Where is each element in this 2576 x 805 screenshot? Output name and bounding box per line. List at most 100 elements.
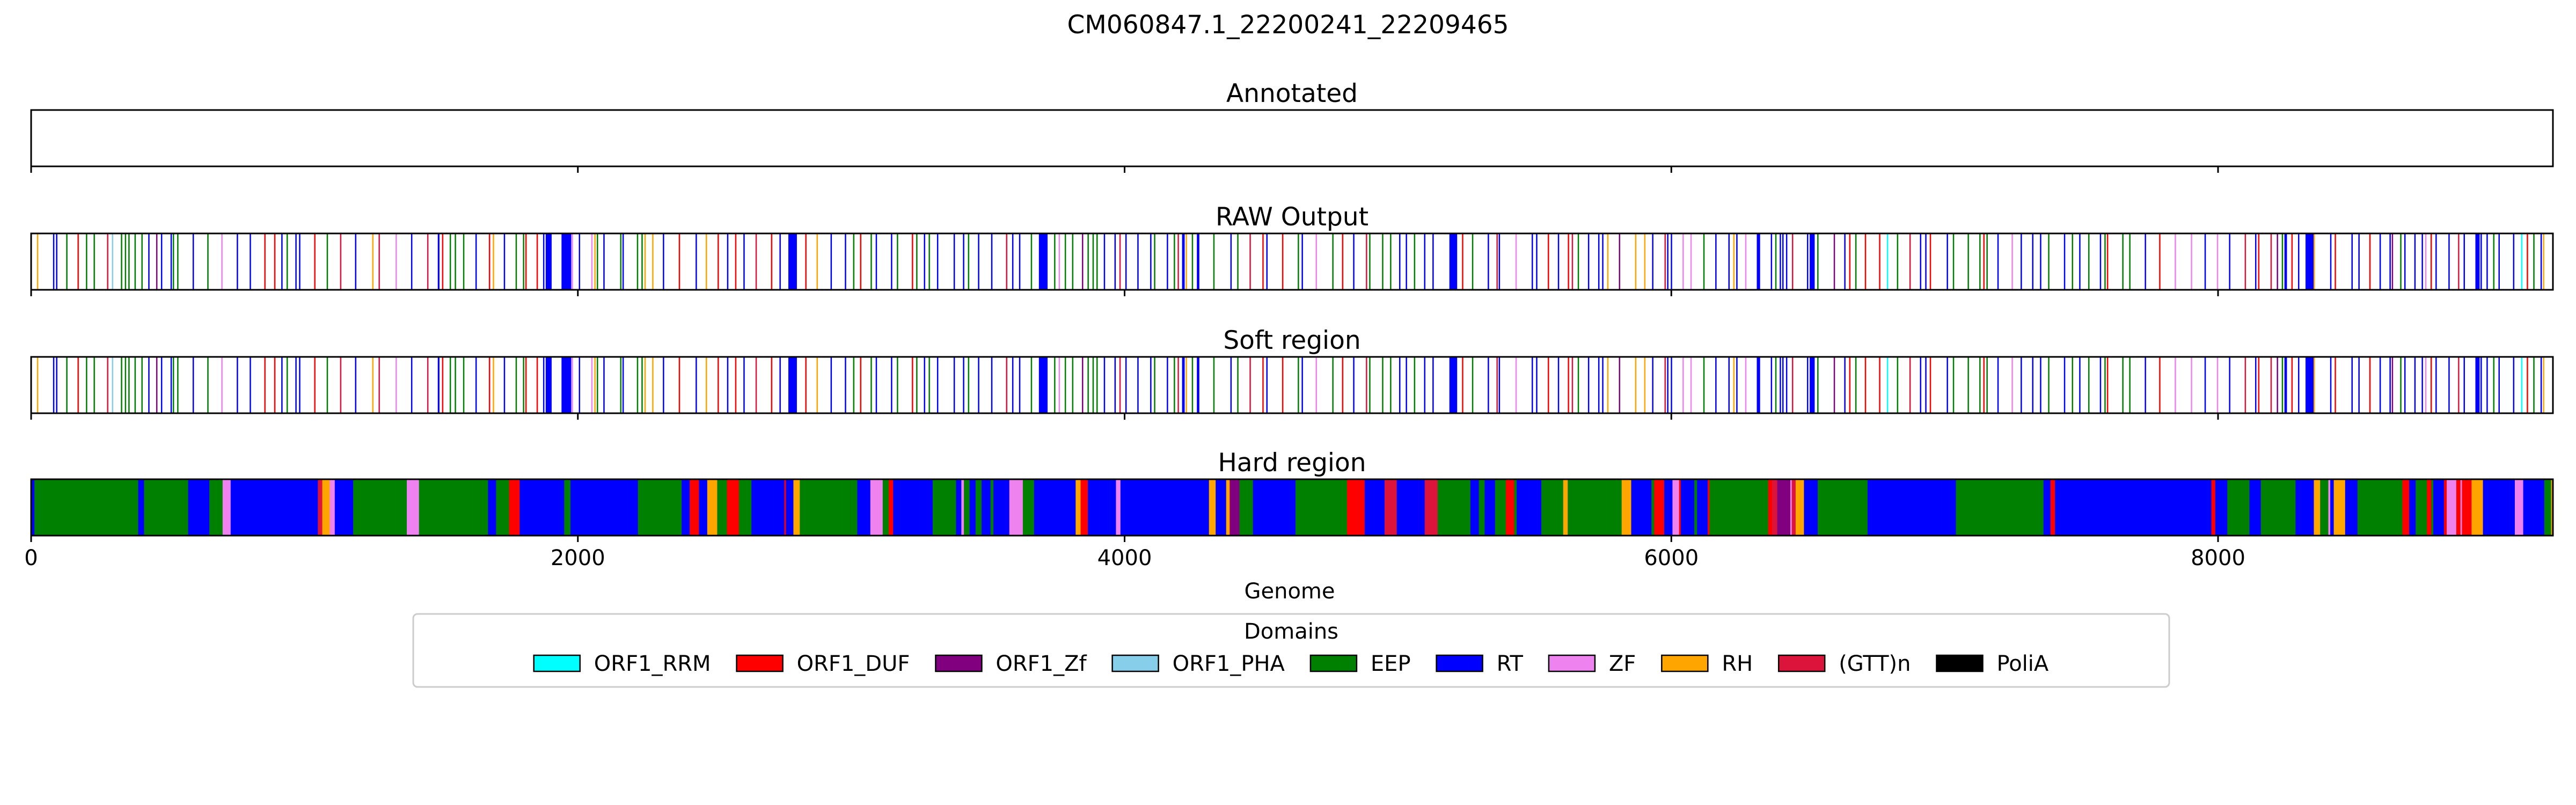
domain-bar — [2159, 479, 2175, 536]
domain-bar — [79, 479, 138, 536]
domain-bar — [1177, 233, 1179, 290]
domain-bar — [2159, 357, 2161, 413]
domain-bar — [572, 357, 573, 413]
domain-bar — [2414, 233, 2416, 290]
domain-bar — [1664, 233, 1666, 290]
domain-bar — [77, 233, 79, 290]
domain-bar — [2521, 357, 2523, 413]
domain-bar — [2523, 479, 2545, 536]
domain-bar — [503, 233, 506, 290]
domain-bar — [2099, 357, 2102, 413]
domain-bar — [1298, 357, 1299, 413]
domain-bar — [437, 357, 440, 413]
domain-bar — [2255, 357, 2257, 413]
domain-bar — [1150, 357, 1152, 413]
domain-bar — [696, 233, 697, 290]
domain-bar — [309, 479, 318, 536]
domain-bar — [2458, 233, 2460, 290]
domain-bar — [1353, 233, 1355, 290]
domain-bar — [177, 357, 179, 413]
domain-bar — [32, 479, 35, 536]
domain-bar — [1909, 357, 1911, 413]
domain-bar — [519, 479, 522, 536]
domain-bar — [1929, 233, 1931, 290]
legend-swatch — [1548, 654, 1596, 672]
domain-bar — [735, 357, 737, 413]
domain-bar — [243, 479, 303, 536]
domain-bar — [644, 357, 646, 413]
domain-bar — [779, 233, 781, 290]
domain-bar — [1424, 233, 1425, 290]
domain-bar — [192, 357, 194, 413]
domain-bar — [1019, 233, 1021, 290]
domain-bar — [1096, 233, 1098, 290]
domain-bar — [2486, 233, 2488, 290]
domain-bar — [1209, 479, 1216, 536]
domain-bar — [1376, 479, 1384, 536]
domain-bar — [1399, 357, 1401, 413]
domain-bar — [912, 233, 913, 290]
domain-bar — [281, 357, 283, 413]
domain-bar — [2379, 233, 2381, 290]
domain-bar — [148, 357, 150, 413]
domain-bar — [1495, 479, 1506, 536]
domain-bar — [1602, 357, 1604, 413]
domain-bar — [536, 233, 538, 290]
domain-bar — [2435, 233, 2437, 290]
domain-bar — [1680, 479, 1695, 536]
domain-bar — [717, 479, 728, 536]
domain-bar — [1536, 357, 1538, 413]
domain-bar — [1406, 233, 1407, 290]
domain-bar — [1125, 357, 1127, 413]
domain-bar — [2229, 357, 2230, 413]
domain-bar — [1488, 233, 1489, 290]
domain-bar — [442, 233, 444, 290]
domain-bar — [2302, 479, 2315, 536]
domain-bar — [1446, 479, 1451, 536]
domain-bar — [2204, 357, 2206, 413]
domain-bar — [1757, 233, 1760, 290]
domain-bar — [1607, 357, 1609, 413]
domain-bar — [1505, 479, 1514, 536]
domain-bar — [2544, 479, 2552, 536]
domain-bar — [1226, 479, 1230, 536]
domain-bar — [2295, 479, 2302, 536]
domain-bar — [1515, 233, 1517, 290]
domain-bar — [1449, 357, 1458, 413]
domain-bar — [1038, 357, 1048, 413]
domain-bar — [543, 233, 545, 290]
domain-bar — [891, 233, 892, 290]
domain-bar — [1472, 233, 1474, 290]
domain-bar — [1080, 479, 1088, 536]
domain-bar — [1012, 233, 1014, 290]
domain-bar — [2400, 357, 2402, 413]
domain-bar — [1728, 357, 1730, 413]
domain-bar — [1237, 233, 1239, 290]
x-tick-label: 8000 — [2191, 546, 2245, 570]
domain-bar — [953, 233, 955, 290]
domain-bar — [897, 357, 898, 413]
domain-bar — [1607, 233, 1609, 290]
domain-bar — [1886, 357, 1889, 413]
domain-bar — [990, 479, 994, 536]
domain-bar — [1577, 233, 1579, 290]
domain-bar — [274, 233, 276, 290]
domain-bar — [427, 357, 429, 413]
domain-bar — [1946, 233, 1948, 290]
domain-bar — [2409, 479, 2416, 536]
domain-bar — [353, 479, 386, 536]
domain-bar — [53, 357, 55, 413]
domain-bar — [1715, 233, 1717, 290]
domain-bar — [641, 233, 643, 290]
domain-bar — [1479, 479, 1485, 536]
domain-bar — [1266, 357, 1268, 413]
domain-bar — [1602, 233, 1604, 290]
domain-bar — [1102, 479, 1116, 536]
domain-bar — [141, 357, 143, 413]
domain-bar — [786, 479, 794, 536]
domain-bar — [1568, 357, 1569, 413]
domain-bar — [1462, 233, 1463, 290]
domain-bar — [1040, 479, 1042, 536]
domain-bar — [2146, 479, 2151, 536]
domain-bar — [209, 479, 223, 536]
